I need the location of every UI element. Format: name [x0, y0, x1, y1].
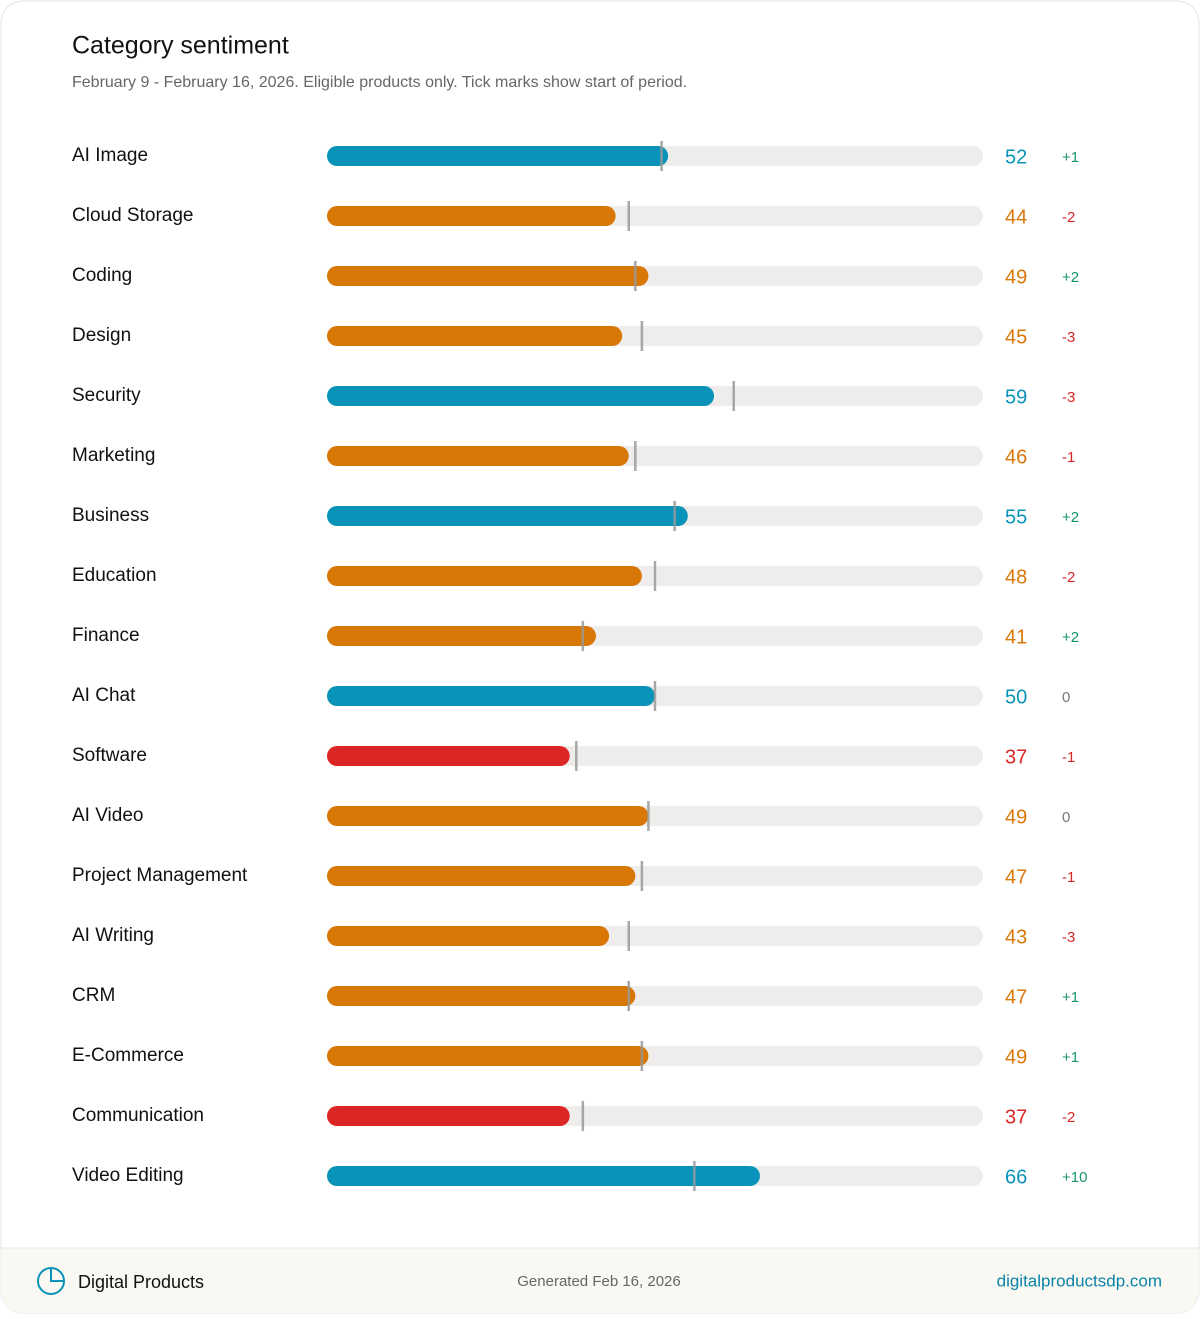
value-label: 49	[1005, 1046, 1027, 1068]
category-label: Cloud Storage	[72, 205, 193, 226]
bar	[327, 146, 669, 166]
footer-logo	[37, 1267, 65, 1295]
category-label: Design	[72, 325, 131, 346]
bar	[327, 626, 596, 646]
change-label: 0	[1062, 809, 1070, 826]
value-label: 37	[1005, 746, 1027, 768]
category-label: Finance	[72, 625, 140, 646]
bar	[327, 866, 636, 886]
value-label: 43	[1005, 926, 1027, 948]
bar	[327, 926, 610, 946]
bar	[327, 266, 649, 286]
bar	[327, 1166, 760, 1186]
value-label: 52	[1005, 146, 1027, 168]
change-label: +2	[1062, 629, 1079, 646]
category-label: AI Writing	[72, 925, 154, 946]
bar	[327, 746, 570, 766]
value-label: 49	[1005, 806, 1027, 828]
change-label: +2	[1062, 509, 1079, 526]
bar	[327, 1046, 649, 1066]
change-label: +1	[1062, 149, 1079, 166]
category-label: CRM	[72, 985, 115, 1006]
value-label: 47	[1005, 866, 1027, 888]
bar	[327, 506, 688, 526]
value-label: 41	[1005, 626, 1027, 648]
category-label: Communication	[72, 1105, 204, 1126]
bar	[327, 206, 616, 226]
category-label: AI Chat	[72, 685, 136, 706]
bar	[327, 566, 642, 586]
footer-brand: Digital Products	[78, 1272, 204, 1292]
bar	[327, 446, 629, 466]
footer-bg	[1, 1248, 1199, 1313]
change-label: -2	[1062, 569, 1075, 586]
change-label: -3	[1062, 389, 1075, 406]
change-label: -3	[1062, 929, 1075, 946]
category-label: Education	[72, 565, 157, 586]
category-label: AI Image	[72, 145, 148, 166]
category-label: Video Editing	[72, 1165, 184, 1186]
category-label: Project Management	[72, 865, 248, 886]
change-label: -1	[1062, 869, 1075, 886]
bar	[327, 386, 715, 406]
category-label: Business	[72, 505, 149, 526]
value-label: 47	[1005, 986, 1027, 1008]
category-label: AI Video	[72, 805, 143, 826]
value-label: 45	[1005, 326, 1027, 348]
bar	[327, 1106, 570, 1126]
category-label: E-Commerce	[72, 1045, 184, 1066]
bar	[327, 986, 636, 1006]
category-label: Marketing	[72, 445, 155, 466]
value-label: 50	[1005, 686, 1027, 708]
chart-subtitle: February 9 - February 16, 2026. Eligible…	[72, 74, 687, 91]
bar	[327, 326, 623, 346]
change-label: -1	[1062, 449, 1075, 466]
change-label: -3	[1062, 329, 1075, 346]
change-label: +2	[1062, 269, 1079, 286]
category-label: Coding	[72, 265, 132, 286]
value-label: 37	[1005, 1106, 1027, 1128]
value-label: 46	[1005, 446, 1027, 468]
value-label: 48	[1005, 566, 1027, 588]
bar	[327, 806, 649, 826]
change-label: -2	[1062, 209, 1075, 226]
change-label: 0	[1062, 689, 1070, 706]
category-label: Software	[72, 745, 147, 766]
chart-title: Category sentiment	[72, 32, 289, 60]
change-label: +1	[1062, 1049, 1079, 1066]
change-label: +1	[1062, 989, 1079, 1006]
value-label: 44	[1005, 206, 1027, 228]
change-label: +10	[1062, 1169, 1087, 1186]
value-label: 55	[1005, 506, 1027, 528]
category-label: Security	[72, 385, 141, 406]
bar	[327, 686, 655, 706]
footer-generated: Generated Feb 16, 2026	[517, 1273, 680, 1290]
change-label: -1	[1062, 749, 1075, 766]
change-label: -2	[1062, 1109, 1075, 1126]
value-label: 66	[1005, 1166, 1027, 1188]
footer-url[interactable]: digitalproductsdp.com	[997, 1271, 1162, 1290]
value-label: 49	[1005, 266, 1027, 288]
value-label: 59	[1005, 386, 1027, 408]
